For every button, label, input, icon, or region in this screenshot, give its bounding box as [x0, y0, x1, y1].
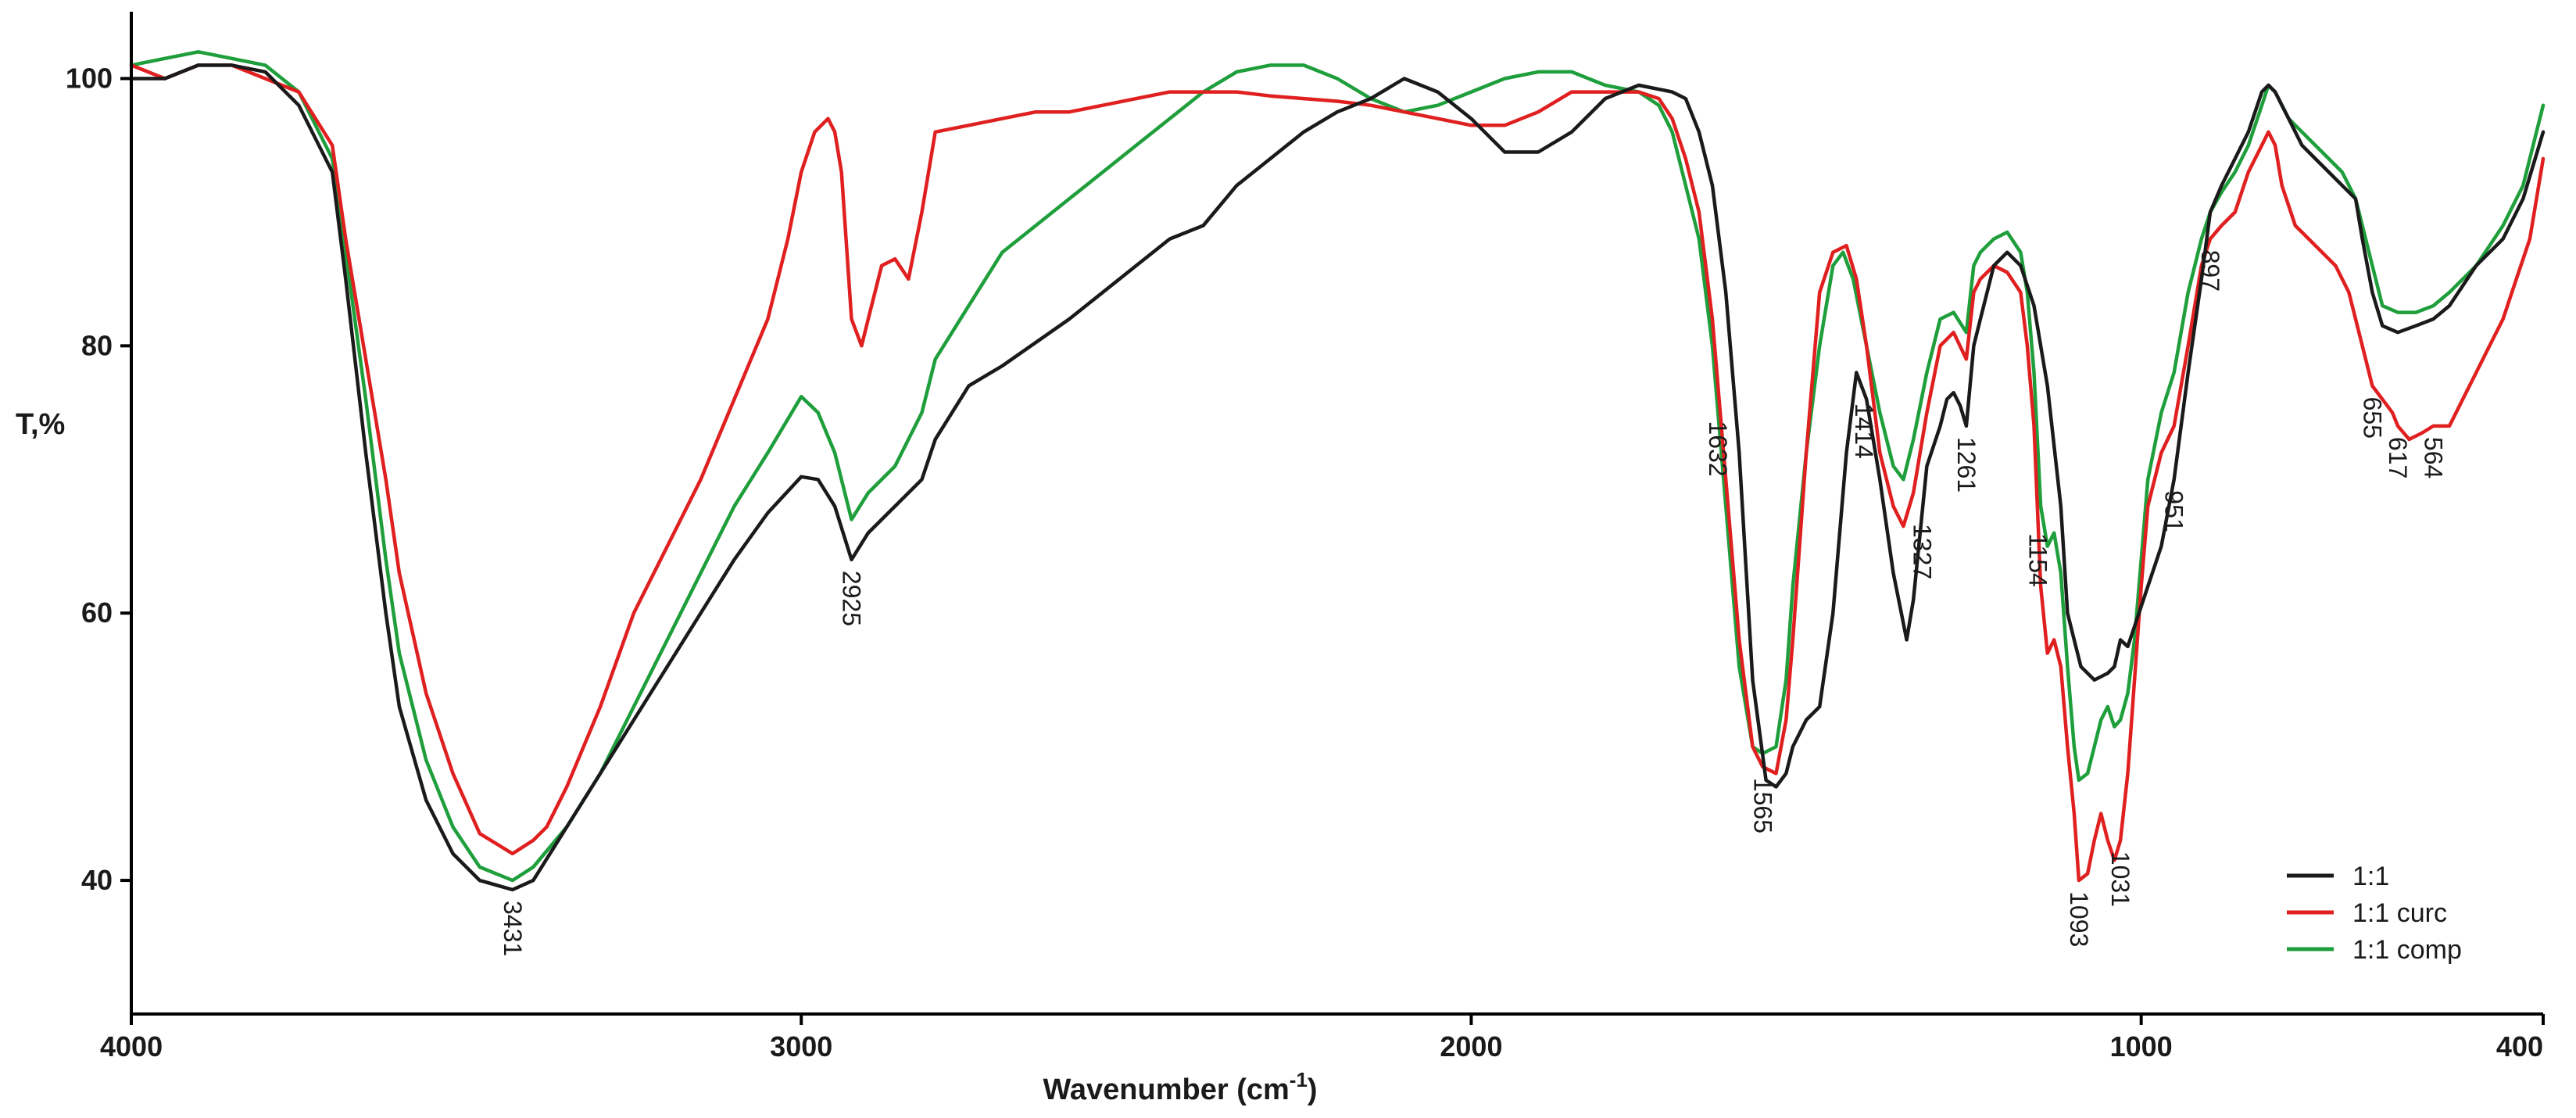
x-tick-label: 400 [2496, 1030, 2543, 1062]
peak-label: 1031 [2106, 851, 2134, 907]
peak-label: 1154 [2024, 533, 2052, 587]
series-layer [129, 50, 2546, 892]
peak-label: 1565 [1748, 778, 1776, 833]
peak-label: 564 [2419, 437, 2447, 478]
peak-label: 2925 [838, 571, 866, 626]
series-line-2 [129, 50, 2546, 883]
x-axis-title: Wavenumber (cm-1) [1043, 1068, 1317, 1106]
legend-label: 1:1 [2352, 862, 2389, 891]
series-line-0 [129, 63, 2546, 892]
y-axis-title: T,% [16, 408, 65, 441]
peak-label: 1327 [1908, 524, 1936, 579]
x-axis-title-text: Wavenumber (cm [1043, 1073, 1289, 1106]
series-line-1 [129, 63, 2546, 883]
peak-label: 1414 [1850, 403, 1878, 459]
labels-layer: 3431 2925 1632 1565 1414 1327 1261 1154 1093 1031… [499, 250, 2448, 957]
y-tick-label: 40 [81, 864, 113, 896]
peak-label: 951 [2160, 490, 2188, 532]
legend-label: 1:1 comp [2352, 935, 2462, 965]
x-tick-label: 1000 [2110, 1030, 2173, 1062]
peak-label: 897 [2196, 250, 2224, 292]
y-tick-label: 100 [66, 62, 113, 94]
peak-label: 1632 [1704, 421, 1732, 476]
x-axis-title-close: ) [1308, 1073, 1318, 1106]
peak-label: 3431 [499, 901, 527, 956]
y-tick-label: 80 [81, 329, 113, 361]
x-tick-label: 4000 [100, 1030, 163, 1062]
x-tick-label: 3000 [770, 1030, 832, 1062]
peak-label: 655 [2358, 397, 2386, 439]
x-tick-label: 2000 [1440, 1030, 1502, 1062]
peak-label: 617 [2384, 437, 2412, 478]
legend-label: 1:1 curc [2352, 898, 2447, 928]
ticks-layer: 4000 3000 2000 1000 400 40 60 80 100 [66, 62, 2545, 1062]
peak-label: 1261 [1952, 437, 1980, 493]
x-axis-title-sup: -1 [1290, 1068, 1308, 1091]
legend: 1:1 1:1 curc 1:1 comp [2287, 862, 2462, 965]
y-tick-label: 60 [81, 597, 113, 629]
peak-label: 1093 [2065, 891, 2093, 947]
